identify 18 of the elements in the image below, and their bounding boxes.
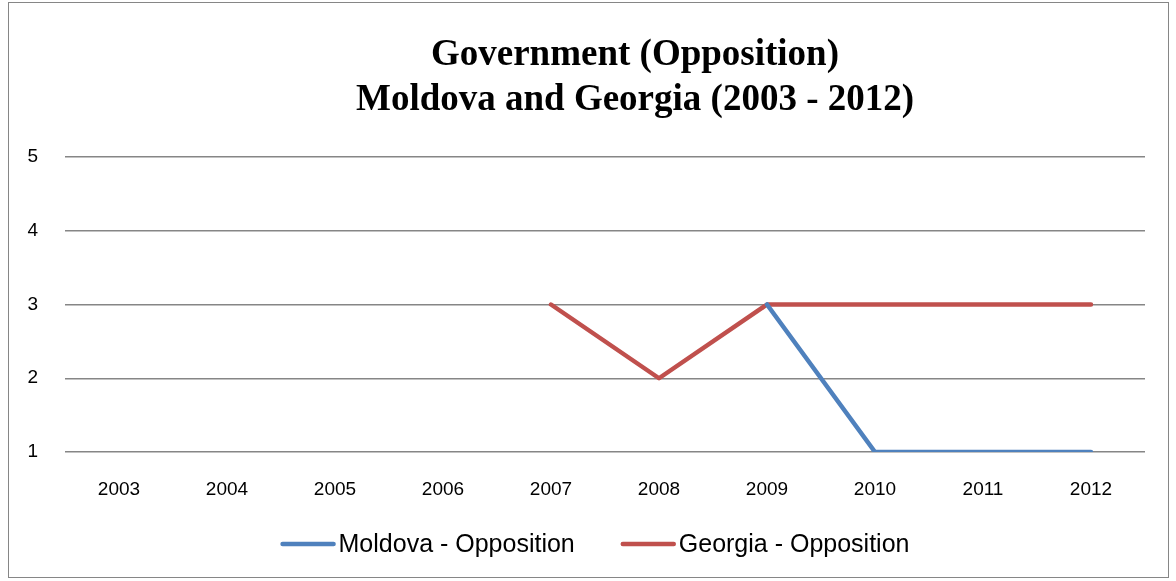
x-tick-label: 2005	[313, 477, 357, 499]
x-tick-label: 2004	[205, 477, 249, 499]
y-tick-label: 5	[27, 145, 38, 167]
chart-title: Government (Opposition) Moldova and Georgia (2003 - 2012)	[355, 31, 915, 119]
y-tick-label: 2	[27, 366, 38, 388]
x-tick-label: 2007	[529, 477, 573, 499]
legend-label: Georgia - Opposition	[678, 528, 910, 557]
x-tick-label: 2003	[97, 477, 141, 499]
x-tick-label: 2008	[637, 477, 681, 499]
x-tick-label: 2010	[853, 477, 897, 499]
x-tick-label: 2009	[745, 477, 789, 499]
y-tick-label: 4	[27, 218, 39, 240]
x-tick-label: 2011	[962, 477, 1004, 499]
legend-label: Moldova - Opposition	[338, 528, 575, 557]
x-tick-label: 2006	[421, 477, 465, 499]
y-tick-label: 3	[27, 292, 38, 314]
x-tick-label: 2012	[1069, 477, 1113, 499]
y-tick-label: 1	[27, 440, 38, 462]
